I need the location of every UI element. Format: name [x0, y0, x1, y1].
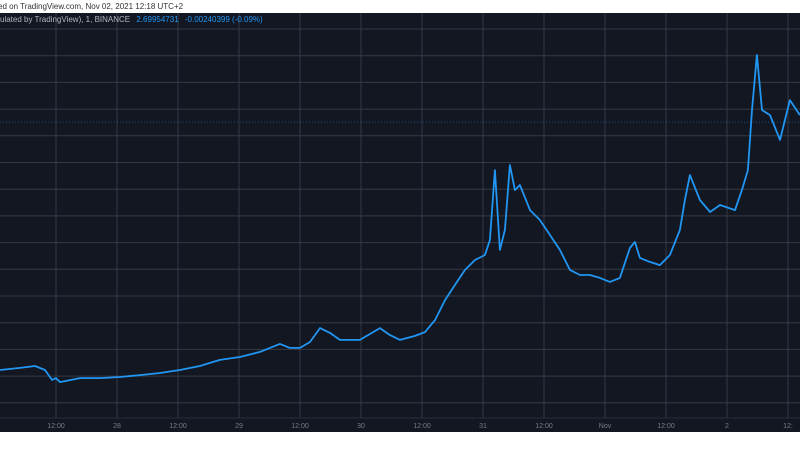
chart-legend: ulated by TradingView), 1, BINANCE 2.699…: [0, 14, 263, 25]
footer-blank: [0, 432, 800, 450]
x-tick-label: 28: [113, 423, 121, 430]
x-tick-label: 12:: [783, 423, 793, 430]
chart-canvas: 12:00 28 12:00 29 12:00 30 12:00 31 12:00 Nov 12:0…: [0, 13, 800, 430]
snapshot-caption: ed on TradingView.com, Nov 02, 2021 12:1…: [0, 2, 184, 11]
x-tick-label: 12:00: [47, 423, 65, 430]
x-tick-label: 30: [357, 423, 365, 430]
x-tick-label: 12:00: [291, 423, 309, 430]
snapshot-header: ed on TradingView.com, Nov 02, 2021 12:1…: [0, 0, 800, 13]
legend-change: -0.00240399 (-0.09%): [184, 15, 263, 24]
x-tick-label: 12:00: [535, 423, 553, 430]
x-tick-label: 29: [235, 423, 243, 430]
x-tick-label: 31: [479, 423, 487, 430]
price-chart[interactable]: 12:00 28 12:00 29 12:00 30 12:00 31 12:00 Nov 12:0…: [0, 13, 800, 432]
price-series-line: [0, 54, 800, 384]
legend-source: ulated by TradingView), 1, BINANCE: [0, 15, 131, 24]
x-tick-label: 12:00: [413, 423, 431, 430]
x-tick-label: 12:00: [169, 423, 187, 430]
x-tick-label: Nov: [599, 423, 612, 430]
x-tick-label: 2: [725, 423, 729, 430]
x-tick-label: 12:00: [657, 423, 675, 430]
legend-last-price: 2.69954731: [136, 15, 179, 24]
